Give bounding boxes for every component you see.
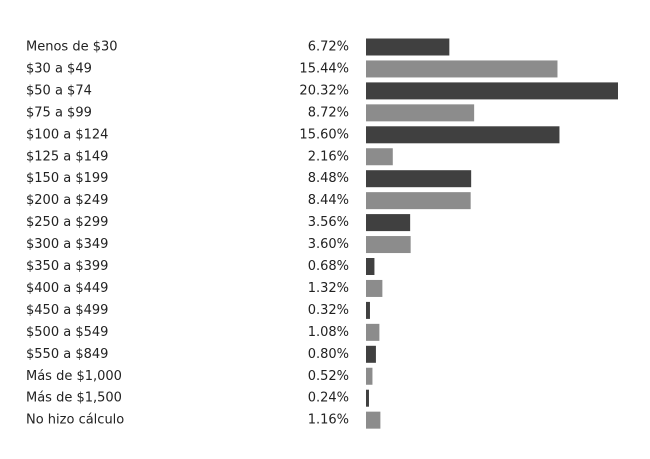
value-label: 0.24% — [308, 391, 349, 406]
category-label: $250 a $299 — [26, 215, 108, 230]
value-label: 8.72% — [308, 105, 349, 120]
category-label: Menos de $30 — [26, 40, 118, 55]
value-labels: 6.72% 15.44% 20.32% 8.72% 15.60% 2.16% 8.48% 8.… — [299, 40, 349, 428]
value-label: 0.52% — [308, 369, 349, 384]
value-label: 1.16% — [308, 413, 349, 428]
bar — [366, 258, 375, 275]
category-label: $500 a $549 — [26, 325, 108, 340]
value-label: 0.68% — [308, 259, 349, 274]
bar — [366, 126, 560, 144]
value-label: 1.08% — [308, 325, 349, 340]
bar — [366, 279, 383, 297]
bar — [366, 38, 450, 56]
category-label: $300 a $349 — [26, 237, 108, 252]
value-label: 8.44% — [308, 193, 349, 208]
category-label: $75 a $99 — [26, 105, 92, 120]
value-label: 6.72% — [308, 40, 349, 55]
bar — [366, 60, 558, 78]
category-label: No hizo cálculo — [26, 413, 124, 428]
bar — [366, 345, 376, 363]
category-label: $125 a $149 — [26, 149, 108, 164]
bars — [366, 38, 618, 429]
category-label: $550 a $849 — [26, 347, 108, 362]
category-label: $100 a $124 — [26, 127, 108, 142]
value-label: 15.60% — [299, 127, 349, 142]
category-label: $150 a $199 — [26, 171, 108, 186]
value-label: 3.60% — [308, 237, 349, 252]
bar — [366, 236, 411, 254]
value-label: 2.16% — [308, 149, 349, 164]
category-label: $50 a $74 — [26, 83, 92, 98]
category-label: $200 a $249 — [26, 193, 108, 208]
bar — [366, 148, 393, 166]
bar — [366, 411, 381, 429]
value-label: 15.44% — [299, 61, 349, 76]
bar — [366, 104, 475, 122]
value-label: 3.56% — [308, 215, 349, 230]
bar — [366, 367, 373, 385]
category-label: $30 a $49 — [26, 61, 92, 76]
category-label: $400 a $449 — [26, 281, 108, 296]
category-label: $350 a $399 — [26, 259, 108, 274]
bar — [366, 192, 471, 210]
bar — [366, 301, 370, 319]
value-label: 8.48% — [308, 171, 349, 186]
value-label: 20.32% — [299, 83, 349, 98]
category-label: $450 a $499 — [26, 303, 108, 318]
value-label: 1.32% — [308, 281, 349, 296]
bar — [366, 214, 411, 232]
category-label: Más de $1,500 — [26, 391, 122, 406]
bar — [366, 389, 369, 407]
bar — [366, 170, 472, 188]
category-labels: Menos de $30 $30 a $49 $50 a $74 $75 a $99 $… — [26, 40, 124, 428]
category-label: Más de $1,000 — [26, 369, 122, 384]
value-label: 0.32% — [308, 303, 349, 318]
value-label: 0.80% — [308, 347, 349, 362]
bar — [366, 82, 618, 100]
bar — [366, 323, 380, 341]
